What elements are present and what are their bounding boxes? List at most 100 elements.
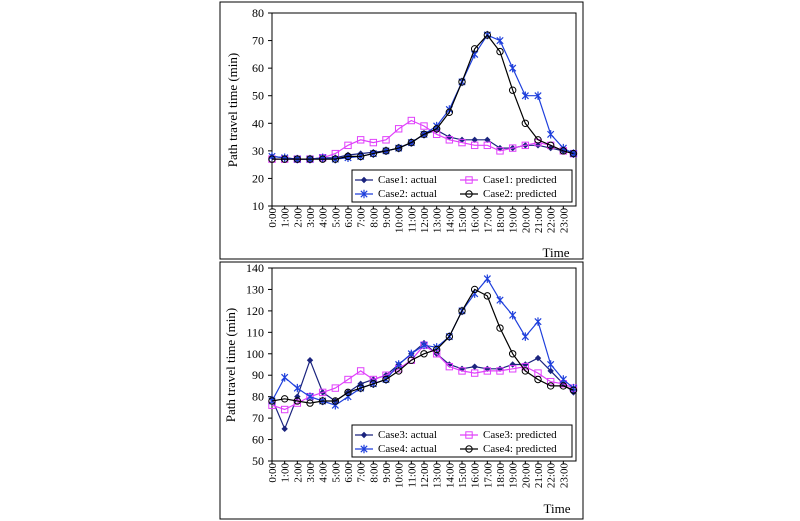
data-point (471, 136, 478, 144)
legend-swatch-marker (360, 176, 368, 184)
x-tick-label: 15:00 (457, 463, 469, 489)
data-point (534, 317, 542, 326)
x-tick-label: 0:00 (267, 208, 279, 228)
y-tick-label: 60 (252, 433, 264, 447)
data-point (293, 155, 302, 163)
x-tick-label: 8:00 (368, 463, 380, 483)
y-axis-label-2: Path travel time (min) (223, 308, 238, 422)
data-point (470, 141, 479, 150)
x-tick-label: 10:00 (394, 463, 406, 489)
y-tick-label: 110 (246, 325, 264, 339)
data-point (546, 377, 555, 386)
data-point (445, 136, 454, 144)
data-point (521, 141, 530, 150)
data-point (547, 130, 555, 139)
series-group-2 (268, 274, 578, 433)
x-tick-label: 15:00 (457, 208, 469, 234)
data-point (496, 47, 504, 56)
y-tick-label: 130 (246, 282, 264, 296)
data-point (394, 367, 403, 375)
data-point (470, 369, 479, 377)
x-tick-label: 21:00 (533, 463, 545, 489)
data-point (281, 373, 289, 382)
data-point (268, 155, 276, 163)
data-point (547, 367, 554, 375)
data-point (432, 345, 441, 354)
data-point (306, 399, 314, 407)
data-point (534, 136, 542, 144)
x-tick-label: 14:00 (444, 463, 456, 489)
x-tick-label: 8:00 (368, 208, 380, 228)
data-point (496, 324, 504, 332)
data-point (483, 367, 492, 375)
data-point (432, 130, 441, 139)
data-point (496, 367, 504, 375)
data-point (293, 399, 302, 407)
data-point (483, 274, 491, 283)
data-point (569, 149, 578, 158)
data-point (280, 405, 289, 414)
data-point (356, 384, 365, 392)
x-tick-label: 17:00 (482, 463, 494, 489)
x-tick-label: 9:00 (381, 208, 393, 228)
data-point (420, 122, 428, 130)
x-tick-label: 22:00 (546, 208, 558, 234)
x-tick-label: 19:00 (508, 463, 520, 489)
x-tick-label: 19:00 (508, 208, 520, 234)
data-point (382, 147, 390, 155)
data-point (508, 144, 517, 152)
y-axis-label-1: Path travel time (min) (225, 53, 240, 167)
legend-swatch-marker (465, 445, 473, 453)
data-point (331, 397, 340, 405)
data-point (471, 363, 478, 370)
x-tick-label: 14:00 (444, 208, 456, 234)
data-point (546, 141, 555, 150)
data-point (318, 155, 327, 163)
data-point (318, 397, 327, 405)
data-point (483, 292, 492, 300)
data-point (445, 362, 454, 371)
data-point (407, 138, 416, 147)
legend-label: Case1: actual (378, 174, 437, 186)
data-point (356, 152, 365, 161)
y-tick-label: 60 (252, 61, 264, 75)
y-tick-label: 90 (252, 368, 264, 382)
data-point (344, 388, 352, 397)
y-ticks-2: 50 60 70 80 90 100 110 120 130 140 (246, 261, 272, 468)
x-ticks-1: 0:00 1:00 2:00 3:00 4:00 5:00 6:00 7:00 8:00 9:00… (267, 206, 570, 233)
legend-2: Case3: actual Case3: predicted Case4: ac… (351, 424, 573, 458)
y-tick-label: 100 (246, 347, 264, 361)
data-point (420, 341, 428, 350)
legend-swatch-marker (360, 444, 368, 454)
panel-2-frame (219, 261, 584, 520)
y-tick-label: 70 (252, 34, 264, 48)
x-tick-label: 21:00 (533, 208, 545, 234)
data-point (382, 375, 390, 384)
x-tick-label: 18:00 (495, 463, 507, 489)
data-point (509, 310, 517, 320)
data-point (509, 361, 516, 368)
data-point (534, 354, 542, 362)
y-tick-label: 80 (252, 390, 264, 404)
data-point (559, 382, 568, 390)
x-tick-label: 16:00 (470, 208, 482, 234)
data-point (458, 138, 466, 147)
x-tick-label: 3:00 (305, 208, 317, 228)
x-tick-label: 4:00 (318, 463, 330, 483)
data-point (369, 149, 378, 158)
data-point (369, 138, 378, 147)
data-point (344, 141, 352, 150)
data-point (483, 141, 492, 150)
data-point (394, 144, 403, 152)
data-point (432, 125, 441, 133)
legend-label: Case2: actual (378, 188, 437, 200)
data-point (445, 108, 454, 116)
legend-1: Case1: actual Case1: predicted Case2: ac… (351, 169, 573, 203)
data-point (344, 152, 352, 161)
data-point (496, 295, 504, 305)
data-point (420, 130, 428, 139)
data-point (344, 375, 352, 384)
data-point (483, 31, 492, 39)
data-point (521, 119, 530, 127)
data-point (484, 136, 491, 144)
